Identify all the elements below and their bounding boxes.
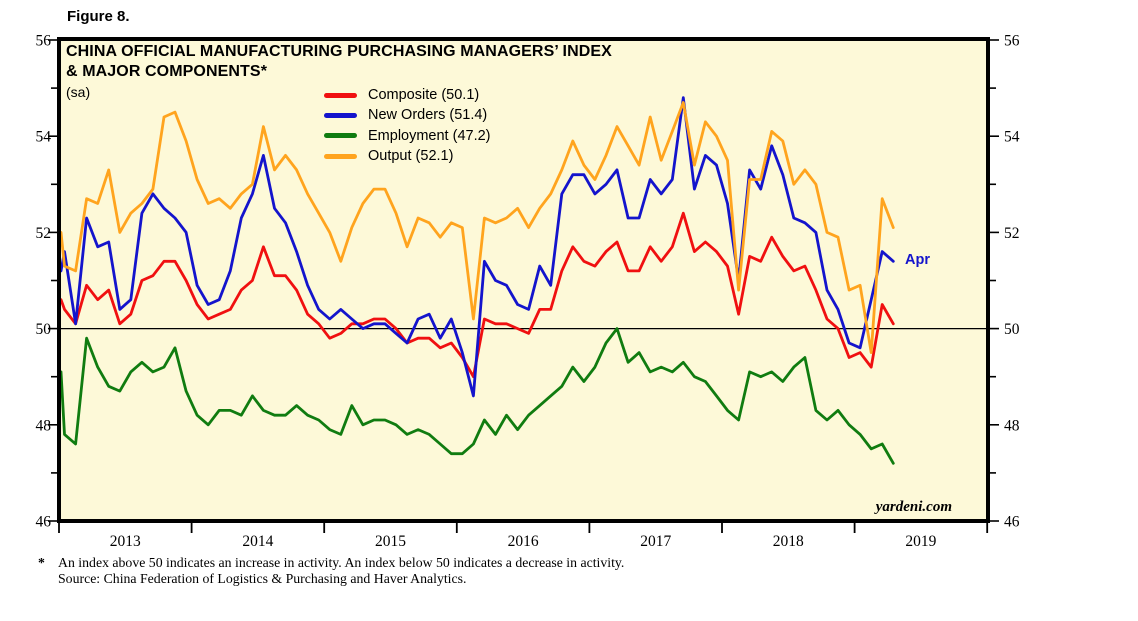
legend-label: Employment (47.2) — [368, 127, 491, 144]
composite-line-swatch-icon — [324, 92, 357, 98]
output-line-swatch-icon — [324, 153, 357, 159]
y-axis-label-right-54: 54 — [1004, 129, 1020, 146]
x-axis-label-2019: 2019 — [905, 533, 936, 550]
footnote-line2: Source: China Federation of Logistics & … — [58, 571, 467, 586]
footnote-line1: An index above 50 indicates an increase … — [58, 555, 625, 570]
apr-annotation: Apr — [905, 252, 930, 268]
series-line-new-orders — [59, 96, 895, 398]
x-axis-label-2016: 2016 — [508, 533, 539, 550]
x-axis-label-2014: 2014 — [242, 533, 273, 550]
footnote: * An index above 50 indicates an increas… — [38, 555, 624, 587]
y-axis-label-left-56: 56 — [36, 33, 52, 50]
chart-title-line1: CHINA OFFICIAL MANUFACTURING PURCHASING … — [66, 43, 612, 60]
legend-item-output: Output (52.1) — [324, 146, 491, 166]
legend-label: New Orders (51.4) — [368, 107, 488, 124]
footnote-marker: * — [38, 555, 45, 570]
series-line-employment — [59, 327, 895, 465]
x-axis-label-2013: 2013 — [110, 533, 141, 550]
y-axis-label-left-54: 54 — [36, 129, 52, 146]
legend-label: Output (52.1) — [368, 148, 454, 165]
chart-title: CHINA OFFICIAL MANUFACTURING PURCHASING … — [66, 42, 612, 82]
y-axis-label-left-50: 50 — [36, 321, 52, 338]
series-line-output — [59, 101, 895, 355]
plot-background — [57, 37, 990, 523]
legend-item-new-orders: New Orders (51.4) — [324, 105, 491, 125]
y-axis-label-right-48: 48 — [1004, 417, 1020, 434]
watermark: yardeni.com — [875, 499, 952, 515]
series-line-composite — [59, 211, 895, 379]
chart-title-line2: & MAJOR COMPONENTS* — [66, 63, 268, 80]
new-orders-line-swatch-icon — [324, 112, 357, 118]
legend-item-composite: Composite (50.1) — [324, 85, 491, 105]
legend-item-employment: Employment (47.2) — [324, 126, 491, 146]
x-axis-label-2017: 2017 — [640, 533, 671, 550]
y-axis-label-right-52: 52 — [1004, 225, 1020, 242]
figure-label: Figure 8. — [67, 8, 130, 25]
x-axis-label-2015: 2015 — [375, 533, 406, 550]
employment-line-swatch-icon — [324, 133, 357, 139]
legend-label: Composite (50.1) — [368, 87, 480, 104]
y-axis-label-right-46: 46 — [1004, 514, 1020, 531]
y-axis-label-right-50: 50 — [1004, 321, 1020, 338]
chart-subtitle: (sa) — [66, 84, 91, 100]
y-axis-label-left-46: 46 — [36, 514, 52, 531]
y-axis-label-right-56: 56 — [1004, 33, 1020, 50]
x-axis-label-2018: 2018 — [773, 533, 804, 550]
y-axis-label-left-52: 52 — [36, 225, 52, 242]
y-axis-label-left-48: 48 — [36, 417, 52, 434]
plot-frame — [57, 37, 990, 523]
legend: Composite (50.1) New Orders (51.4) Emplo… — [324, 85, 491, 166]
